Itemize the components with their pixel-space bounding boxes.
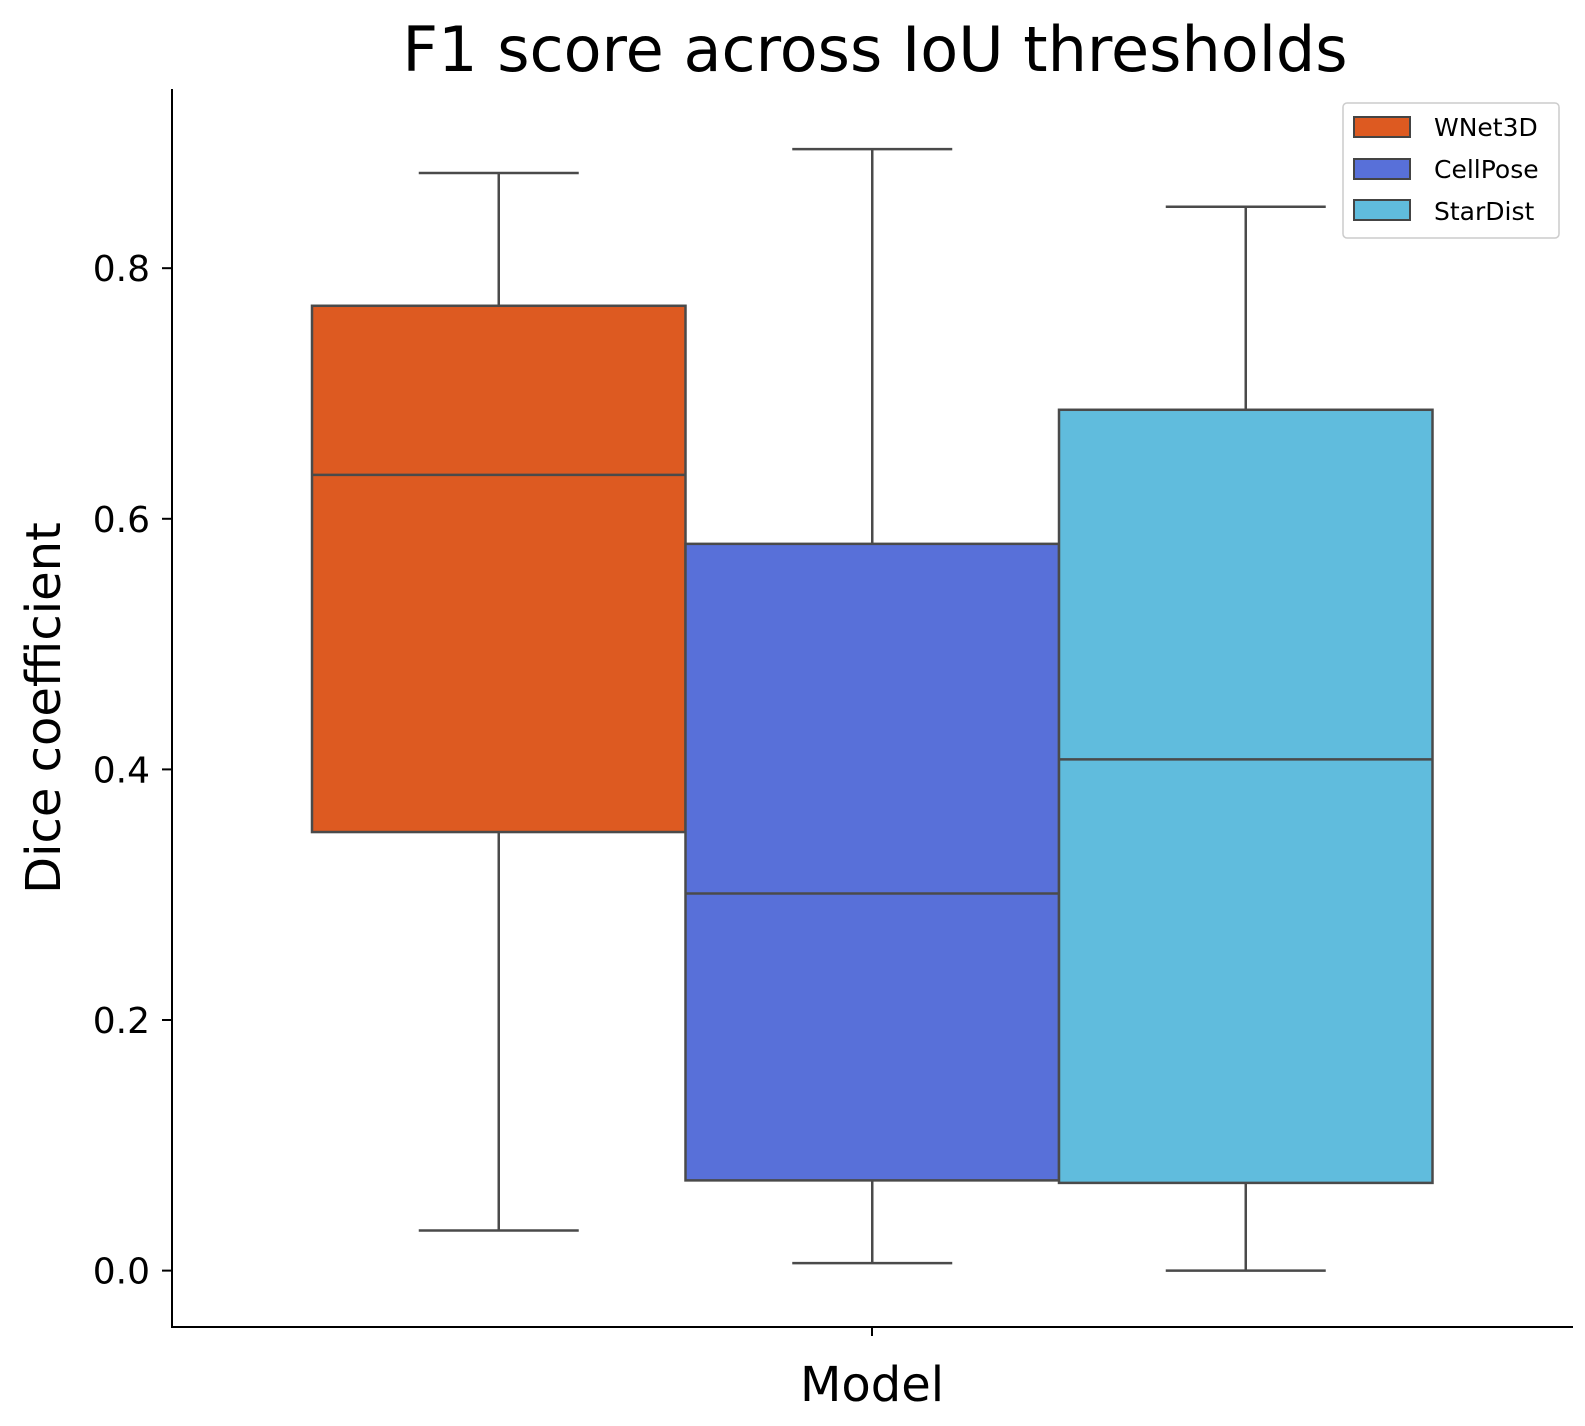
y-tick-label: 0.0: [93, 1252, 150, 1293]
y-tick-label: 0.6: [93, 500, 150, 541]
plot-area: [310, 147, 1434, 1272]
y-tick-label: 0.4: [93, 750, 150, 791]
legend-label-stardist: StarDist: [1434, 197, 1534, 226]
box-cellpose: [684, 147, 1061, 1265]
legend-label-wnet3d: WNet3D: [1434, 113, 1538, 142]
chart-title: F1 score across IoU thresholds: [402, 13, 1347, 86]
iqr-box: [1057, 408, 1434, 1185]
y-axis-ticks: 0.0 0.2 0.4 0.6 0.8: [93, 249, 172, 1293]
box-stardist: [1057, 205, 1434, 1272]
legend: WNet3D CellPose StarDist: [1342, 102, 1560, 239]
y-axis-label: Dice coefficient: [16, 522, 72, 894]
box-wnet3d: [310, 171, 687, 1232]
legend-swatch-stardist: [1353, 199, 1411, 221]
legend-label-cellpose: CellPose: [1434, 155, 1539, 184]
legend-swatch-wnet3d: [1353, 116, 1411, 138]
x-axis-label: Model: [800, 1357, 944, 1413]
y-tick-label: 0.8: [93, 249, 150, 290]
legend-swatch-cellpose: [1353, 158, 1411, 180]
y-tick-label: 0.2: [93, 1001, 150, 1042]
iqr-box: [310, 304, 687, 834]
iqr-box: [684, 542, 1061, 1182]
